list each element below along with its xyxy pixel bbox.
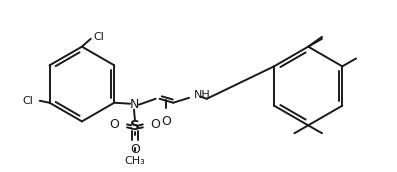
Text: S: S — [130, 119, 140, 133]
Text: O: O — [109, 118, 119, 131]
Text: CH₃: CH₃ — [125, 156, 145, 166]
Text: O: O — [130, 143, 140, 156]
Text: Cl: Cl — [94, 32, 104, 42]
Text: Cl: Cl — [22, 96, 33, 106]
Text: N: N — [129, 98, 139, 111]
Text: O: O — [162, 115, 172, 127]
Text: O: O — [151, 118, 160, 131]
Text: NH: NH — [194, 90, 211, 100]
